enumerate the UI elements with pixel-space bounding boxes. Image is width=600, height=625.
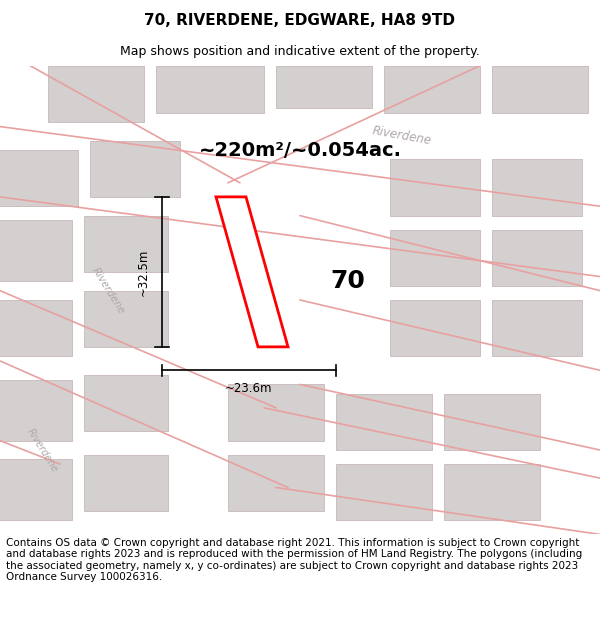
Polygon shape	[48, 66, 144, 122]
Text: Map shows position and indicative extent of the property.: Map shows position and indicative extent…	[120, 44, 480, 58]
Text: Contains OS data © Crown copyright and database right 2021. This information is : Contains OS data © Crown copyright and d…	[6, 538, 582, 582]
Polygon shape	[276, 66, 372, 108]
Polygon shape	[90, 141, 180, 197]
Polygon shape	[0, 300, 72, 356]
Polygon shape	[0, 220, 72, 281]
Polygon shape	[0, 459, 72, 520]
Text: 70, RIVERDENE, EDGWARE, HA8 9TD: 70, RIVERDENE, EDGWARE, HA8 9TD	[145, 13, 455, 28]
Polygon shape	[384, 66, 480, 112]
Polygon shape	[216, 197, 288, 347]
Text: ~220m²/~0.054ac.: ~220m²/~0.054ac.	[199, 141, 401, 159]
Polygon shape	[156, 66, 264, 112]
Polygon shape	[336, 464, 432, 520]
Polygon shape	[492, 229, 582, 286]
Text: ~32.5m: ~32.5m	[137, 248, 150, 296]
Polygon shape	[390, 159, 480, 216]
Polygon shape	[492, 66, 588, 112]
Polygon shape	[84, 455, 168, 511]
Polygon shape	[228, 455, 324, 511]
Polygon shape	[84, 216, 168, 272]
Polygon shape	[84, 375, 168, 431]
Text: Riverdene: Riverdene	[25, 426, 59, 474]
Text: Riverdene: Riverdene	[90, 266, 126, 316]
Polygon shape	[390, 300, 480, 356]
Polygon shape	[492, 300, 582, 356]
Polygon shape	[444, 394, 540, 450]
Polygon shape	[492, 159, 582, 216]
Polygon shape	[0, 150, 78, 206]
Polygon shape	[84, 291, 168, 347]
Text: 70: 70	[331, 269, 365, 293]
Text: Riverdene: Riverdene	[371, 124, 433, 148]
Text: ~23.6m: ~23.6m	[225, 382, 273, 395]
Polygon shape	[336, 394, 432, 450]
Polygon shape	[228, 384, 324, 441]
Polygon shape	[390, 229, 480, 286]
Polygon shape	[444, 464, 540, 520]
Polygon shape	[0, 379, 72, 441]
